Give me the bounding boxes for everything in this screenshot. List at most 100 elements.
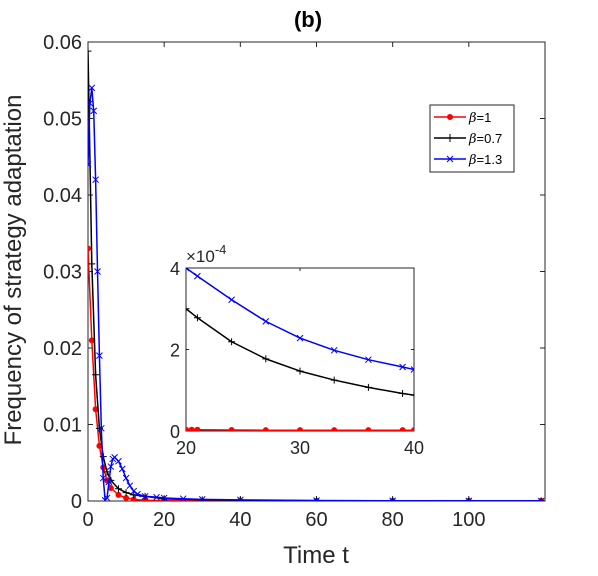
data-point [313, 497, 320, 501]
data-point [130, 496, 137, 501]
data-point [297, 427, 303, 431]
data-point [92, 371, 100, 379]
data-point [141, 493, 149, 500]
series [186, 268, 414, 373]
data-point [105, 478, 113, 486]
data-point [411, 427, 414, 431]
data-point [103, 468, 111, 476]
data-point [364, 383, 372, 391]
data-point [465, 497, 473, 501]
data-point [228, 296, 235, 304]
y-tick-label: 0 [71, 491, 82, 513]
chart-title: (b) [294, 7, 322, 32]
data-point [296, 367, 304, 375]
data-point [186, 268, 190, 272]
legend-label: β=1.3 [468, 152, 502, 168]
legend-entry: β=1 [434, 110, 491, 126]
data-point [90, 107, 98, 115]
data-point [99, 474, 107, 482]
data-point [92, 176, 99, 184]
data-point [107, 484, 114, 491]
data-point [88, 337, 95, 344]
series [88, 84, 545, 501]
x-tick-label: 20 [153, 509, 175, 531]
data-point [399, 363, 406, 371]
data-point [153, 493, 160, 501]
inset-y-multiplier: ×10-4 [186, 242, 226, 266]
y-tick-label: 0.01 [43, 415, 82, 437]
data-point [198, 495, 206, 501]
data-point [262, 427, 269, 431]
data-point [389, 497, 397, 501]
y-axis-label: Frequency of strategy adaptation [0, 95, 27, 446]
data-point [123, 494, 130, 501]
data-point [331, 427, 338, 431]
y-tick-label: 0.02 [43, 338, 82, 360]
legend-label: β=1 [468, 110, 491, 126]
data-point [193, 314, 201, 322]
data-point [228, 338, 236, 346]
data-point [88, 47, 92, 55]
y-tick-label: 0.03 [43, 262, 82, 284]
x-tick-label: 60 [305, 509, 327, 531]
data-point [88, 260, 96, 268]
data-point [115, 457, 122, 465]
data-point [92, 406, 99, 413]
data-point [94, 268, 101, 275]
data-point [194, 426, 201, 431]
data-point [130, 487, 138, 495]
legend: β=1 β=0.7 β=1.3 [429, 104, 515, 173]
series [186, 426, 414, 431]
data-point [186, 305, 190, 313]
main-y-ticks: 0 0.01 0.02 0.03 0.04 0.05 0.06 [43, 32, 545, 513]
data-point [126, 482, 134, 490]
data-point [188, 426, 195, 431]
y-tick-label: 2 [170, 341, 180, 361]
x-tick-label: 80 [382, 509, 404, 531]
series [186, 305, 414, 399]
inset-x-ticks: 20 30 40 [176, 268, 424, 458]
data-point [365, 427, 372, 431]
x-tick-label: 20 [176, 438, 196, 458]
data-point [186, 426, 189, 431]
data-point [537, 497, 545, 501]
data-point [118, 465, 126, 473]
data-point [399, 427, 406, 431]
x-tick-label: 40 [229, 509, 251, 531]
data-point [365, 356, 372, 364]
data-point [114, 485, 122, 493]
data-point [179, 495, 187, 501]
legend-label: β=0.7 [468, 131, 502, 147]
data-point [88, 99, 94, 107]
data-point [134, 490, 141, 498]
legend-marker [446, 155, 454, 163]
data-point [88, 84, 96, 92]
data-point [330, 346, 338, 354]
x-tick-label: 40 [404, 438, 424, 458]
y-tick-label: 0.06 [43, 32, 82, 54]
data-point [399, 390, 407, 398]
data-point [88, 245, 91, 252]
y-tick-label: 0 [170, 422, 180, 442]
main-x-ticks: 0 20 40 60 80 100 [82, 42, 486, 531]
data-point [122, 489, 130, 497]
x-axis-label: Time t [283, 542, 349, 569]
x-tick-label: 0 [82, 509, 93, 531]
data-point [96, 352, 103, 360]
data-point [160, 494, 168, 501]
x-tick-label: 30 [290, 438, 310, 458]
data-point [88, 161, 92, 168]
data-point [228, 426, 235, 431]
y-tick-label: 0.04 [43, 185, 82, 207]
legend-entry: β=1.3 [434, 152, 502, 168]
data-point [410, 366, 414, 373]
data-point [122, 474, 130, 482]
data-point [236, 496, 244, 501]
data-point [262, 318, 270, 325]
main-series [88, 47, 545, 501]
y-tick-label: 0.05 [43, 109, 82, 131]
data-point [130, 491, 138, 499]
y-tick-label: 4 [170, 259, 180, 279]
data-point [107, 463, 115, 470]
